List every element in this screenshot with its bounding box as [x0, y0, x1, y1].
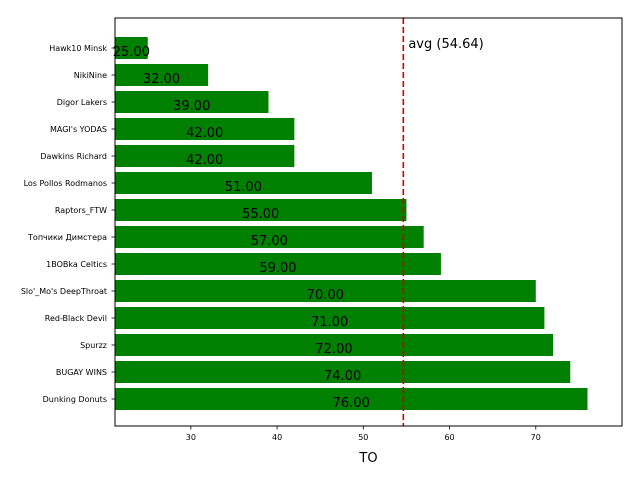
y-tick-label: MAGI's YODAS — [50, 125, 107, 134]
bar — [115, 145, 295, 167]
average-layer: avg (54.64) — [402, 18, 484, 426]
bar — [115, 334, 554, 356]
bar-value-label: 74.00 — [324, 369, 361, 384]
bar — [115, 91, 269, 113]
x-tick-label: 50 — [358, 433, 368, 442]
average-label: avg (54.64) — [408, 37, 483, 52]
bar — [115, 280, 536, 302]
y-tick-label: Spurzz — [80, 341, 107, 350]
bar-value-label: 59.00 — [259, 261, 296, 276]
y-tick-label: Digor Lakers — [57, 98, 107, 107]
bar — [115, 64, 209, 86]
x-tick-label: 30 — [186, 433, 196, 442]
bar — [115, 307, 545, 329]
bar-value-label: 32.00 — [143, 72, 180, 87]
bars-layer — [115, 37, 588, 410]
bar-value-label: 57.00 — [251, 234, 288, 249]
bar — [115, 253, 441, 275]
bar — [115, 37, 148, 59]
x-axis: 30 40 50 60 70 — [186, 426, 541, 442]
y-tick-label: Los Pollos Rodmanos — [24, 179, 107, 188]
y-tick-label: Dawkins Richard — [40, 152, 107, 161]
bar-value-label: 39.00 — [173, 99, 210, 114]
y-tick-label: BUGAY WINS — [56, 368, 107, 377]
bar-value-label: 70.00 — [307, 288, 344, 303]
x-tick-label: 40 — [272, 433, 282, 442]
bar — [115, 172, 372, 194]
y-tick-label: Raptors_FTW — [55, 206, 107, 215]
y-tick-label: Red-Black Devil — [45, 314, 107, 323]
y-tick-label: 1BOBka Celtics — [46, 260, 107, 269]
plot-frame — [114, 17, 623, 427]
x-axis-label: TO — [358, 451, 377, 466]
y-tick-label: Dunking Donuts — [43, 395, 107, 404]
y-tick-label: Hawk10 Minsk — [49, 44, 107, 53]
bar-value-label: 72.00 — [315, 342, 352, 357]
bar-value-label: 55.00 — [242, 207, 279, 222]
bar — [115, 361, 571, 383]
y-tick-label: NikiNine — [74, 71, 107, 80]
y-tick-label: Топчики Димстера — [27, 233, 107, 242]
bar — [115, 226, 424, 248]
x-tick-label: 70 — [531, 433, 541, 442]
bar-value-label: 76.00 — [333, 396, 370, 411]
bar-value-label: 51.00 — [225, 180, 262, 195]
y-axis: Hawk10 Minsk NikiNine Digor Lakers MAGI's Y… — [21, 44, 115, 404]
bar-value-label: 25.00 — [113, 45, 150, 60]
bar — [115, 199, 407, 221]
bar-value-label: 42.00 — [186, 153, 223, 168]
bar — [115, 388, 588, 410]
bar — [115, 118, 295, 140]
value-labels-layer: 25.0032.0039.0042.0042.0051.0055.0057.00… — [113, 45, 370, 411]
bar-value-label: 42.00 — [186, 126, 223, 141]
bar-value-label: 71.00 — [311, 315, 348, 330]
y-tick-label: Slo'_Mo's DeepThroat — [21, 287, 107, 296]
x-tick-label: 60 — [444, 433, 454, 442]
